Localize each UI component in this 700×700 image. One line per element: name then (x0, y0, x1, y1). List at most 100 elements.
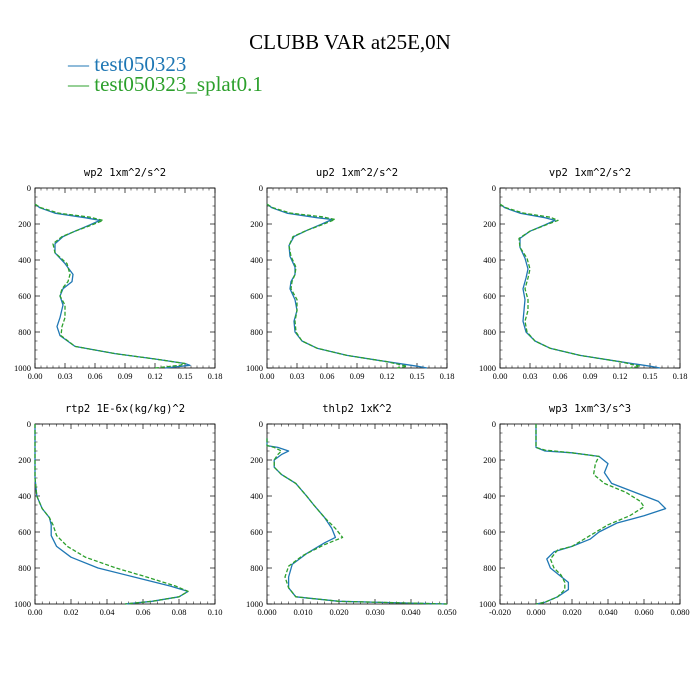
x-tick-label: 0.06 (136, 607, 151, 617)
y-tick-label: 0 (27, 183, 31, 193)
y-tick-label: 800 (250, 563, 263, 573)
x-tick-label: 0.040 (401, 607, 420, 617)
y-tick-label: 600 (483, 527, 496, 537)
series-line-test050323 (499, 203, 661, 369)
x-tick-label: 0.040 (598, 607, 617, 617)
series-line-test050323 (34, 203, 191, 369)
legend-marker: — (68, 72, 89, 96)
subplot-title: up2 1xm^2/s^2 (316, 167, 398, 179)
y-tick-label: 1000 (246, 599, 263, 609)
chart-title: CLUBB VAR at25E,0N (249, 30, 451, 54)
subplot-title: thlp2 1xK^2 (322, 403, 392, 415)
y-tick-label: 200 (18, 219, 31, 229)
x-tick-label: 0.18 (673, 371, 688, 381)
x-tick-label: 0.15 (178, 371, 193, 381)
y-tick-label: 400 (18, 255, 31, 265)
x-tick-label: 0.04 (100, 607, 116, 617)
legend-label: test050323 (94, 52, 187, 76)
y-tick-label: 600 (250, 291, 263, 301)
y-tick-label: 200 (250, 455, 263, 465)
x-tick-label: 0.18 (440, 371, 455, 381)
subplot-1: wp2 1xm^2/s^2 0.00 0.03 0.06 0.09 0.12 0.15 0.1… (14, 167, 222, 381)
y-tick-label: 0 (259, 183, 263, 193)
x-tick-label: 0.03 (58, 371, 73, 381)
x-tick-label: 0.020 (329, 607, 348, 617)
x-tick-label: 0.12 (613, 371, 628, 381)
subplot-2: up2 1xm^2/s^2 0.00 0.03 0.06 0.09 0.12 0.15 0.1… (246, 167, 454, 381)
x-tick-label: 0.030 (365, 607, 384, 617)
x-tick-label: 0.08 (172, 607, 187, 617)
x-tick-label: 0.09 (583, 371, 598, 381)
y-tick-label: 1000 (246, 363, 263, 373)
y-tick-label: 600 (483, 291, 496, 301)
y-tick-label: 1000 (479, 599, 496, 609)
x-tick-label: 0.09 (118, 371, 133, 381)
y-tick-label: 600 (18, 291, 31, 301)
series-line-test050323 (266, 438, 448, 605)
x-tick-label: 0.010 (293, 607, 312, 617)
x-tick-label: 0.03 (523, 371, 538, 381)
subplot-4: rtp2 1E-6x(kg/kg)^2 0.00 0.02 0.04 0.06 0.08 0… (14, 403, 222, 617)
x-tick-label: 0.00 (28, 607, 43, 617)
x-tick-label: 0.080 (670, 607, 689, 617)
x-tick-label: 0.18 (208, 371, 223, 381)
y-tick-label: 800 (250, 327, 263, 337)
plot-frame (266, 423, 448, 605)
subplot-title: rtp2 1E-6x(kg/kg)^2 (65, 403, 185, 415)
x-tick-label: 0.060 (634, 607, 653, 617)
x-tick-label: 0.00 (28, 371, 43, 381)
x-tick-label: 0.00 (260, 371, 275, 381)
series-line-test050323-splat (535, 424, 645, 605)
y-tick-label: 800 (483, 327, 496, 337)
y-tick-label: 400 (18, 491, 31, 501)
y-tick-label: 1000 (14, 599, 31, 609)
legend-entry-test050323: — test050323 (68, 52, 186, 77)
y-tick-label: 0 (27, 419, 31, 429)
y-tick-label: 1000 (479, 363, 496, 373)
subplot-title: wp2 1xm^2/s^2 (84, 167, 166, 179)
series-line-test050323-splat (34, 424, 189, 605)
x-tick-label: 0.15 (410, 371, 425, 381)
series-line-test050323-splat (266, 438, 448, 605)
legend-marker: — (68, 52, 89, 76)
y-tick-label: 800 (18, 327, 31, 337)
x-tick-label: 0.020 (562, 607, 581, 617)
x-tick-label: 0.03 (290, 371, 305, 381)
x-tick-label: 0.06 (320, 371, 335, 381)
y-tick-label: 800 (18, 563, 31, 573)
subplot-title: vp2 1xm^2/s^2 (549, 167, 631, 179)
series-line-test050323-splat (34, 203, 186, 369)
y-tick-label: 1000 (14, 363, 31, 373)
x-tick-label: 0.02 (64, 607, 79, 617)
x-tick-label: 0.000 (257, 607, 276, 617)
series-line-test050323-splat (499, 203, 641, 369)
y-tick-label: 200 (250, 219, 263, 229)
legend-entry-test050323-splat: — test050323_splat0.1 (68, 72, 263, 97)
y-tick-label: 0 (492, 183, 496, 193)
subplot-3: vp2 1xm^2/s^2 0.00 0.03 0.06 0.09 0.12 0.15 0.1… (479, 167, 687, 381)
y-tick-label: 200 (483, 219, 496, 229)
y-tick-label: 600 (18, 527, 31, 537)
y-tick-label: 800 (483, 563, 496, 573)
y-tick-label: 400 (250, 255, 263, 265)
y-tick-label: 0 (492, 419, 496, 429)
x-tick-label: -0.020 (489, 607, 511, 617)
x-tick-label: 0.10 (208, 607, 223, 617)
y-tick-label: 400 (483, 491, 496, 501)
y-tick-label: 200 (18, 455, 31, 465)
x-tick-label: 0.06 (88, 371, 103, 381)
x-tick-label: 0.12 (148, 371, 163, 381)
subplot-6: wp3 1xm^3/s^3 -0.020 0.000 0.020 0.040 0.060 0… (479, 403, 690, 617)
y-tick-label: 600 (250, 527, 263, 537)
y-tick-label: 200 (483, 455, 496, 465)
x-tick-label: 0.09 (350, 371, 365, 381)
subplot-5: thlp2 1xK^2 0.000 0.010 0.020 0.030 0.040 0.05… (246, 403, 457, 617)
series-line-test050323 (34, 424, 189, 605)
legend-label: test050323_splat0.1 (94, 72, 263, 96)
plot-frame (499, 423, 681, 605)
plot-frame (34, 187, 216, 369)
subplot-title: wp3 1xm^3/s^3 (549, 403, 631, 415)
x-tick-label: 0.050 (437, 607, 456, 617)
series-line-test050323-splat (266, 203, 408, 369)
